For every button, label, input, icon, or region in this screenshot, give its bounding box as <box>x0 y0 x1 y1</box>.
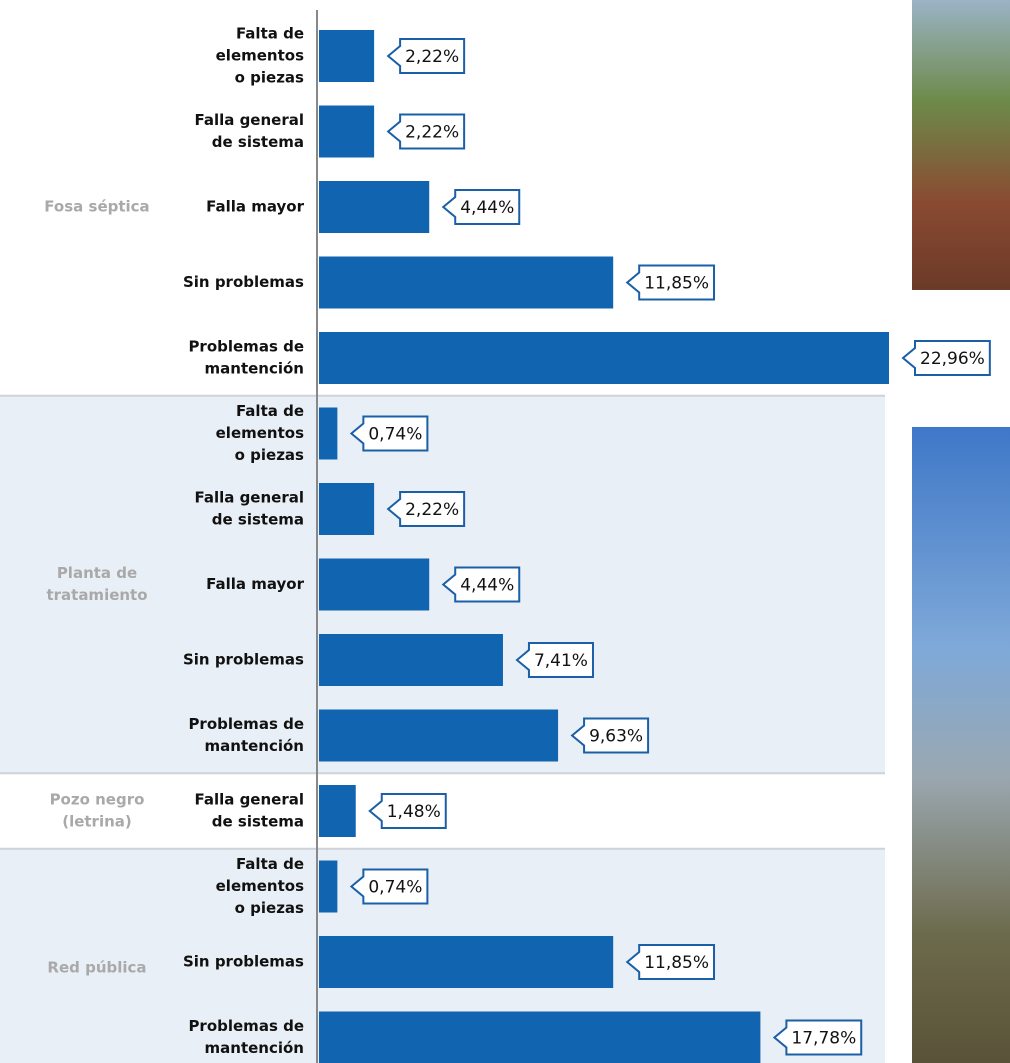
bar <box>319 1012 760 1063</box>
value-label: 0,74% <box>368 425 422 445</box>
group-label: Planta de <box>57 564 137 582</box>
category-label: mantención <box>205 737 304 755</box>
category-label: de sistema <box>212 511 304 529</box>
chart: Fosa séptica Falta de elementos o piezas 2,2… <box>0 0 1010 1063</box>
category-label: o piezas <box>235 446 304 464</box>
group-label: Red pública <box>47 959 146 977</box>
group-label: (letrina) <box>62 813 132 831</box>
photo <box>912 427 1010 1063</box>
value-label: 7,41% <box>534 651 588 671</box>
bar <box>319 181 429 233</box>
bar <box>319 559 429 611</box>
value-label: 1,48% <box>387 802 441 822</box>
value-label: 11,85% <box>644 274 709 294</box>
bar <box>319 332 889 384</box>
value-label: 17,78% <box>791 1029 856 1049</box>
value-label: 2,22% <box>405 47 459 67</box>
value-label: 22,96% <box>920 349 985 369</box>
category-label: Falta de <box>236 855 304 873</box>
bar <box>319 106 374 158</box>
value-label: 2,22% <box>405 500 459 520</box>
category-label: Falta de <box>236 25 304 43</box>
category-label: de sistema <box>212 813 304 831</box>
group-label: tratamiento <box>46 586 147 604</box>
category-label: elementos <box>216 877 304 895</box>
category-label: Falta de <box>236 402 304 420</box>
category-label: elementos <box>216 424 304 442</box>
category-label: o piezas <box>235 69 304 87</box>
category-label: de sistema <box>212 133 304 151</box>
bar <box>319 408 337 460</box>
category-label: Falla mayor <box>206 575 304 593</box>
category-label: Problemas de <box>188 1017 304 1035</box>
value-label: 11,85% <box>644 953 709 973</box>
bar <box>319 936 613 988</box>
category-label: elementos <box>216 47 304 65</box>
category-label: Falla general <box>194 111 304 129</box>
category-label: Sin problemas <box>183 953 304 971</box>
bar <box>319 257 613 309</box>
category-label: Problemas de <box>188 715 304 733</box>
category-label: Falla general <box>194 489 304 507</box>
category-label: Sin problemas <box>183 651 304 669</box>
category-label: Falla mayor <box>206 198 304 216</box>
bar <box>319 861 337 913</box>
category-label: Falla general <box>194 791 304 809</box>
category-label: mantención <box>205 360 304 378</box>
bar <box>319 710 558 762</box>
value-label: 2,22% <box>405 123 459 143</box>
value-label: 0,74% <box>368 878 422 898</box>
category-label: Sin problemas <box>183 273 304 291</box>
bar <box>319 634 503 686</box>
group-label: Fosa séptica <box>44 198 149 216</box>
category-label: mantención <box>205 1039 304 1057</box>
value-label: 9,63% <box>589 727 643 747</box>
bar <box>319 483 374 535</box>
value-label: 4,44% <box>460 198 514 218</box>
photo <box>912 0 1010 290</box>
category-label: o piezas <box>235 899 304 917</box>
group-label: Pozo negro <box>50 791 145 809</box>
category-label: Problemas de <box>188 338 304 356</box>
value-label: 4,44% <box>460 576 514 596</box>
bar <box>319 30 374 82</box>
bar <box>319 785 356 837</box>
